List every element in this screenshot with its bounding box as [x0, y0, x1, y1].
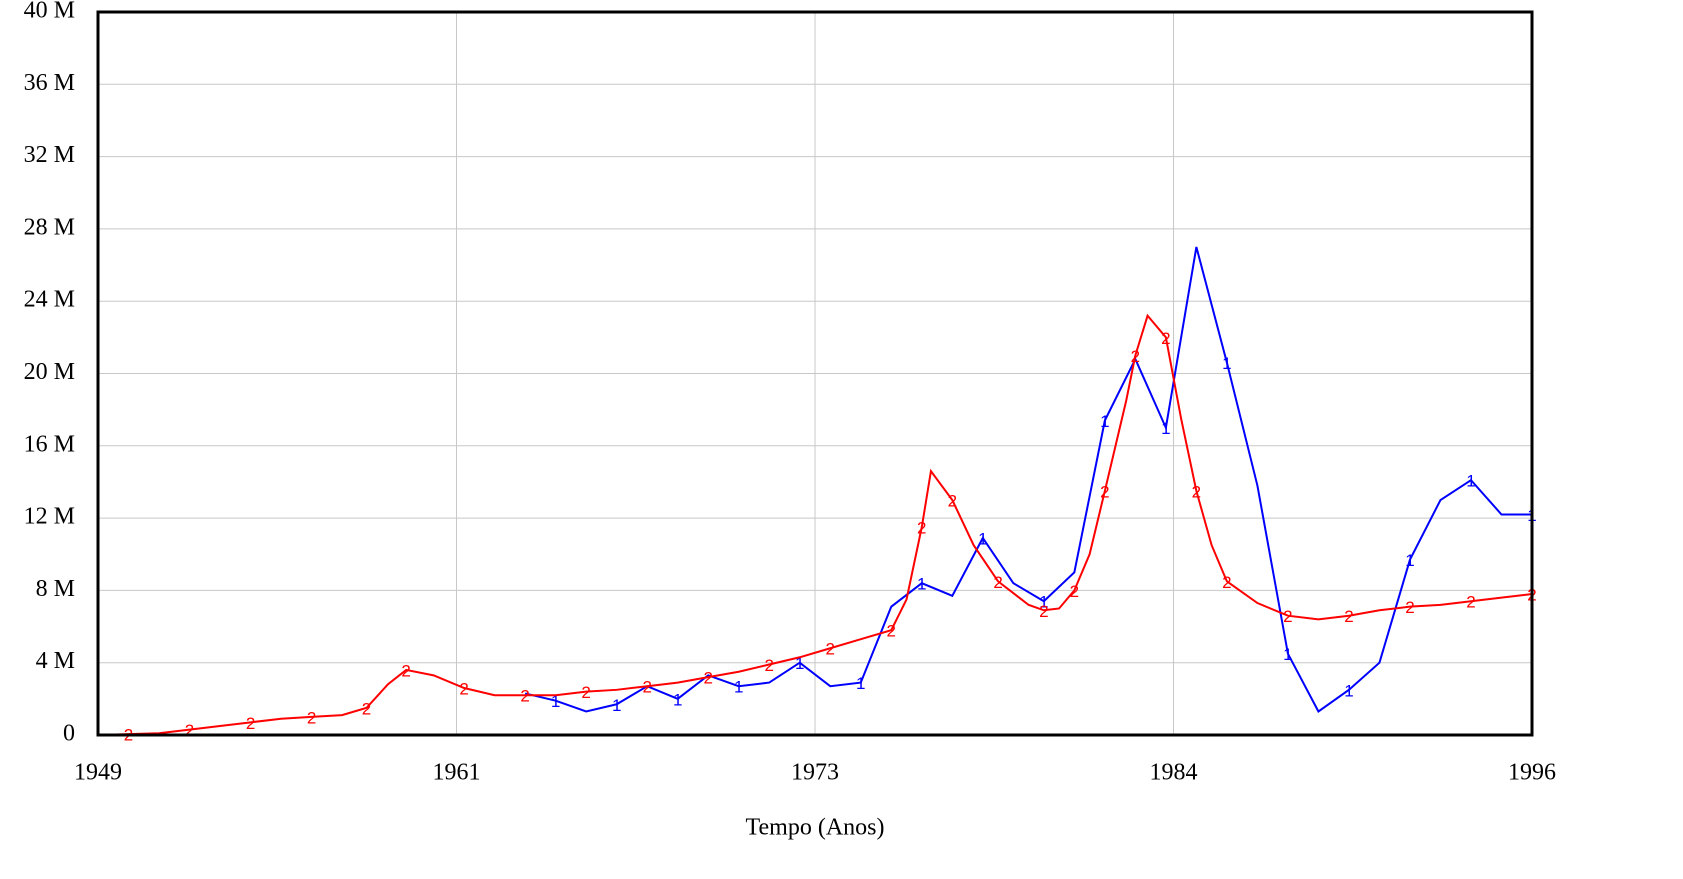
- series-marker-label: 2: [826, 640, 835, 659]
- series-marker-label: 2: [642, 678, 651, 697]
- y-tick-label: 32 M: [24, 142, 75, 168]
- series-marker-label: 1: [978, 529, 987, 548]
- series-marker-label: 1: [734, 678, 743, 697]
- series-marker-label: 2: [581, 683, 590, 702]
- series-marker-label: 2: [1161, 329, 1170, 348]
- series-marker-label: 1: [1222, 354, 1231, 373]
- x-tick-label: 1949: [74, 760, 122, 786]
- series-marker-label: 2: [1466, 593, 1475, 612]
- series-marker-label: 1: [1100, 412, 1109, 431]
- plot-border: [96, 10, 1534, 737]
- series-marker-label: 1: [1405, 551, 1414, 570]
- series-marker-label: 1: [1039, 593, 1048, 612]
- y-tick-label: 24 M: [24, 287, 75, 313]
- series-marker-label: 2: [520, 687, 529, 706]
- series-marker-label: 1: [551, 692, 560, 711]
- series-marker-label: 2: [887, 622, 896, 641]
- series-marker-label: 1: [917, 575, 926, 594]
- series-marker-label: 1: [856, 674, 865, 693]
- series-marker-label: 2: [764, 656, 773, 675]
- x-tick-label: 1984: [1150, 760, 1198, 786]
- series-marker-label: 2: [362, 699, 371, 718]
- series-marker-label: 2: [307, 708, 316, 727]
- series-marker-label: 2: [401, 661, 410, 680]
- series-marker-label: 2: [948, 492, 957, 511]
- x-tick-label: 1973: [791, 760, 839, 786]
- series-line: [97, 313, 1533, 736]
- y-tick-label: 36 M: [24, 70, 75, 96]
- series-marker-label: 2: [1222, 573, 1231, 592]
- series-marker-label: 1: [795, 654, 804, 673]
- series-marker-label: 1: [1161, 419, 1170, 438]
- series-marker-label: 2: [1283, 607, 1292, 626]
- y-tick-label: 40 M: [24, 0, 75, 24]
- series-marker-label: 2: [703, 669, 712, 688]
- series-marker-label: 1: [1466, 472, 1475, 491]
- series-marker-label: 2: [1039, 602, 1048, 621]
- series-marker-label: 1: [1283, 645, 1292, 664]
- series-marker-label: 2: [1405, 598, 1414, 617]
- x-axis-label: Tempo (Anos): [746, 815, 885, 841]
- y-tick-label: 4 M: [36, 648, 75, 674]
- y-tick-label: 12 M: [24, 504, 75, 530]
- series-marker-label: 2: [1070, 582, 1079, 601]
- series-marker-label: 2: [1131, 347, 1140, 366]
- y-tick-label: 20 M: [24, 359, 75, 385]
- series-marker-label: 1: [673, 690, 682, 709]
- y-tick-label: 8 M: [36, 576, 75, 602]
- y-tick-label: 28 M: [24, 214, 75, 240]
- series-marker-label: 1: [612, 696, 621, 715]
- series-line: [524, 246, 1532, 713]
- series-marker-label: 2: [1192, 482, 1201, 501]
- series-marker-label: 1: [1344, 681, 1353, 700]
- series-marker-label: 2: [459, 679, 468, 698]
- series-marker-label: 2: [185, 721, 194, 740]
- series-marker-label: 2: [246, 714, 255, 733]
- series-marker-label: 2: [1100, 482, 1109, 501]
- series-marker-label: 2: [1344, 607, 1353, 626]
- x-tick-label: 1961: [433, 760, 481, 786]
- series-marker-label: 2: [993, 573, 1002, 592]
- y-tick-label: 0: [63, 721, 75, 747]
- series-marker-label: 2: [917, 519, 926, 538]
- x-tick-label: 1996: [1508, 760, 1556, 786]
- y-tick-label: 16 M: [24, 431, 75, 457]
